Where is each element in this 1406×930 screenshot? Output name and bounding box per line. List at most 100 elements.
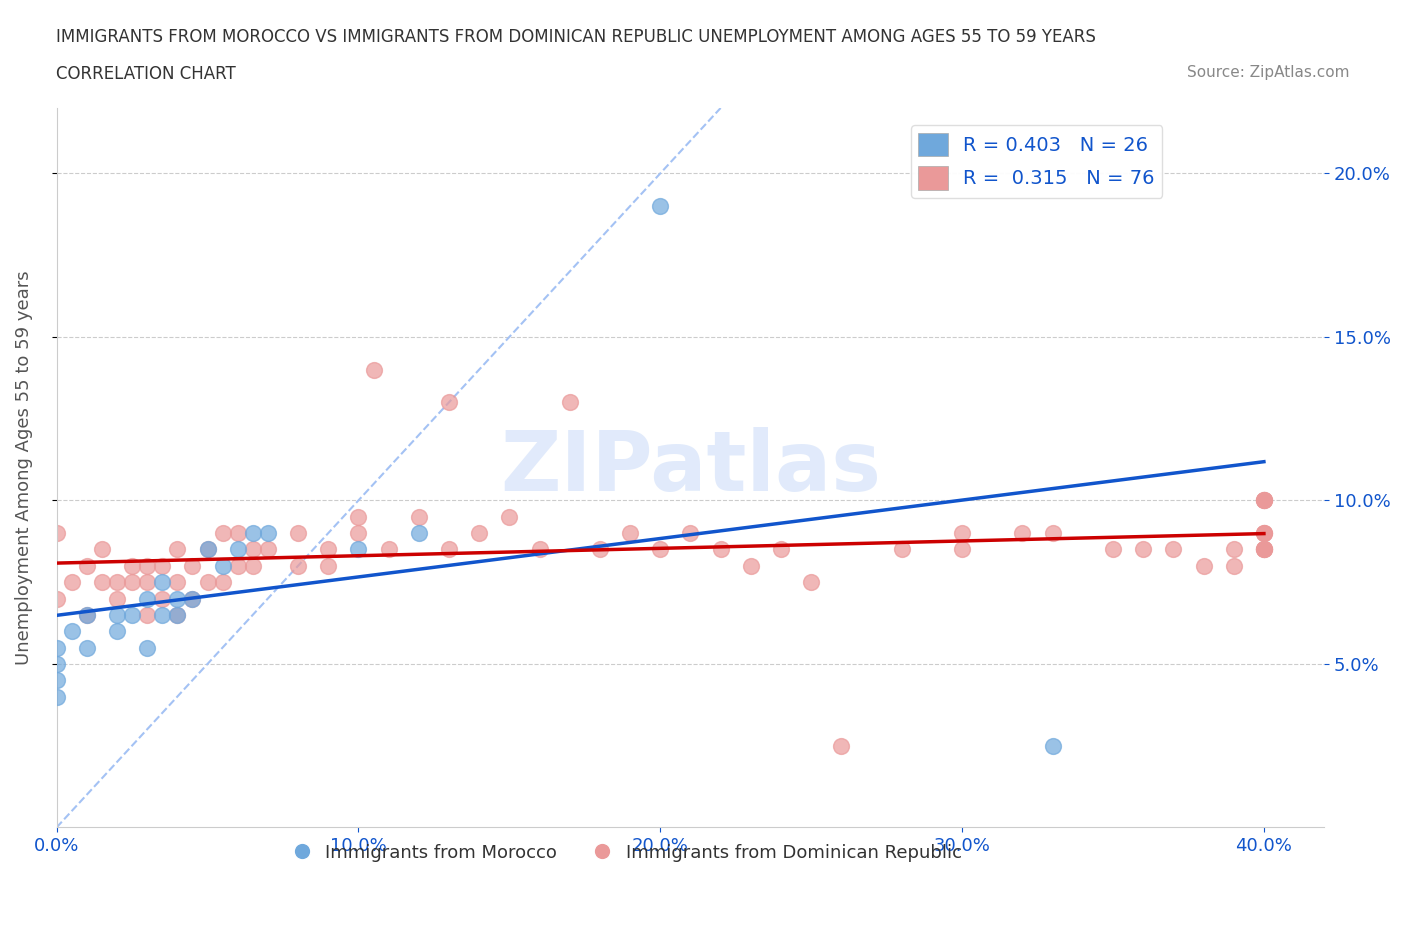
Point (287, 558, 309, 573)
Point (710, 542, 733, 557)
Point (257, 525, 280, 540)
Point (76, 558, 98, 573)
Point (242, 542, 264, 557)
Point (363, 362, 385, 377)
Point (197, 542, 219, 557)
Text: ZIPatlas: ZIPatlas (501, 427, 882, 508)
Point (1222, 558, 1244, 573)
Point (121, 575, 143, 590)
Point (136, 575, 159, 590)
Point (90, 575, 112, 590)
Point (1253, 542, 1275, 557)
Point (316, 558, 339, 573)
Point (136, 591, 159, 606)
Text: CORRELATION CHART: CORRELATION CHART (56, 65, 236, 83)
Point (105, 591, 128, 606)
Point (76, 640, 98, 655)
Point (589, 542, 612, 557)
Point (1011, 525, 1033, 540)
Point (226, 525, 249, 540)
Point (1253, 525, 1275, 540)
Point (76, 607, 98, 622)
Point (121, 607, 143, 622)
Point (408, 525, 430, 540)
Point (950, 525, 973, 540)
Point (150, 575, 173, 590)
Point (60, 624, 83, 639)
Point (181, 591, 204, 606)
Point (1253, 525, 1275, 540)
Point (90, 542, 112, 557)
Point (890, 542, 912, 557)
Point (76, 607, 98, 622)
Point (1253, 542, 1275, 557)
Point (166, 607, 188, 622)
Point (60, 575, 83, 590)
Point (830, 738, 852, 753)
Point (45, 591, 67, 606)
Point (105, 575, 128, 590)
Point (121, 558, 143, 573)
Point (197, 575, 219, 590)
Point (1042, 738, 1064, 753)
Point (619, 525, 641, 540)
Point (498, 510, 520, 525)
Point (1253, 493, 1275, 508)
Point (1253, 493, 1275, 508)
Point (287, 525, 309, 540)
Point (136, 640, 159, 655)
Point (1042, 525, 1064, 540)
Point (1253, 542, 1275, 557)
Y-axis label: Unemployment Among Ages 55 to 59 years: Unemployment Among Ages 55 to 59 years (15, 271, 32, 665)
Point (1253, 525, 1275, 540)
Point (45, 640, 67, 655)
Point (150, 558, 173, 573)
Point (136, 558, 159, 573)
Point (226, 558, 249, 573)
Point (1222, 542, 1244, 557)
Point (166, 591, 188, 606)
Point (45, 525, 67, 540)
Point (242, 558, 264, 573)
Point (1102, 542, 1125, 557)
Legend: Immigrants from Morocco, Immigrants from Dominican Republic: Immigrants from Morocco, Immigrants from… (285, 836, 969, 869)
Point (1163, 542, 1185, 557)
Point (226, 542, 249, 557)
Point (150, 607, 173, 622)
Point (437, 542, 460, 557)
Point (166, 575, 188, 590)
Point (558, 395, 581, 410)
Point (679, 525, 702, 540)
Point (211, 558, 233, 573)
Point (211, 575, 233, 590)
Point (105, 607, 128, 622)
Point (529, 542, 551, 557)
Point (45, 689, 67, 704)
Point (377, 542, 399, 557)
Point (105, 624, 128, 639)
Point (1192, 558, 1215, 573)
Point (166, 542, 188, 557)
Point (437, 395, 460, 410)
Point (950, 542, 973, 557)
Point (257, 542, 280, 557)
Text: IMMIGRANTS FROM MOROCCO VS IMMIGRANTS FROM DOMINICAN REPUBLIC UNEMPLOYMENT AMONG: IMMIGRANTS FROM MOROCCO VS IMMIGRANTS FR… (56, 28, 1097, 46)
Point (1253, 542, 1275, 557)
Point (136, 607, 159, 622)
Point (166, 607, 188, 622)
Point (800, 575, 823, 590)
Text: Source: ZipAtlas.com: Source: ZipAtlas.com (1187, 65, 1350, 80)
Point (197, 542, 219, 557)
Point (468, 525, 491, 540)
Point (181, 558, 204, 573)
Point (181, 591, 204, 606)
Point (1253, 493, 1275, 508)
Point (650, 542, 672, 557)
Point (769, 542, 792, 557)
Point (347, 542, 370, 557)
Point (347, 525, 370, 540)
Point (1253, 493, 1275, 508)
Point (316, 542, 339, 557)
Point (150, 591, 173, 606)
Point (740, 558, 762, 573)
